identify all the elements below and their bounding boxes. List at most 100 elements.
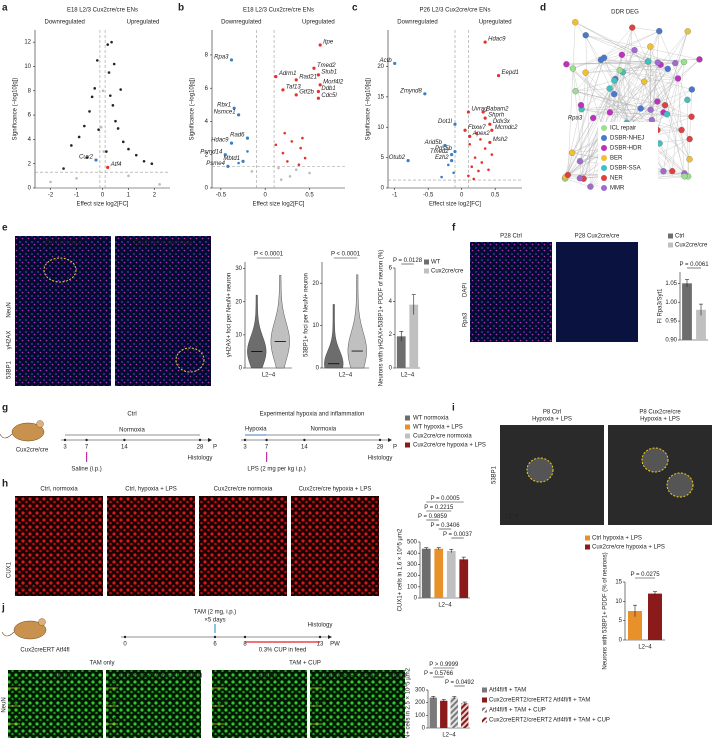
timeline-tick: [123, 635, 127, 639]
layer-label: L4: [109, 718, 116, 724]
network-node: [684, 28, 691, 35]
gene-point: [226, 164, 230, 168]
network-edge: [600, 59, 668, 69]
endpoint-label: Histology: [308, 623, 333, 629]
y-tick-label: 4: [205, 119, 209, 125]
layer-label: L4: [11, 718, 18, 724]
timeline-tick: [303, 438, 306, 442]
legend-label: Atf4fl/fl + TAM + CUP: [489, 708, 546, 714]
network-edge: [609, 105, 666, 113]
image-label: Cux2creERT2/creERT2 Atf4fl/fl: [120, 674, 202, 680]
point: [246, 150, 249, 153]
network-edge: [585, 35, 668, 69]
gene-point: [393, 61, 397, 66]
network-edge: [650, 109, 692, 117]
legend-label: Cux2cre/cre hypoxia + LPS: [413, 443, 486, 449]
legend-label: BER: [610, 156, 623, 162]
legend-swatch: [405, 424, 410, 430]
network-edge: [634, 50, 668, 115]
gene-label: Gtf2b: [299, 89, 314, 95]
network-node: [684, 96, 691, 103]
image: [199, 496, 287, 596]
point: [62, 167, 65, 170]
network-edge: [640, 68, 668, 109]
y-tick-label: 5: [619, 618, 623, 624]
gene-label: Hdac9: [211, 138, 229, 144]
treatment-label: TAM (2 mg, i.p.): [194, 610, 237, 616]
image: [107, 496, 195, 596]
gene-point: [481, 110, 485, 114]
gene-label: Atf4: [110, 162, 122, 168]
axis-title: CUX1+ cells in 1.6 × 10^5 µm2: [398, 528, 404, 611]
gene-point: [94, 158, 98, 162]
violin: [247, 294, 267, 369]
network-node: [686, 156, 693, 163]
mouse-tail: [1, 631, 15, 637]
image-label: P8 Cux2cre/cre: [639, 410, 681, 416]
gene-label: Uvrag: [471, 107, 488, 113]
gene-point: [229, 141, 234, 145]
y-tick-label: 15: [377, 94, 384, 100]
y-tick-label: 10: [312, 323, 319, 329]
y-tick-label: 400: [407, 551, 418, 557]
network-edge: [600, 31, 660, 61]
y-tick-label: 0: [389, 366, 393, 372]
point: [105, 150, 108, 153]
bar: [682, 283, 692, 340]
y-tick-label: 30: [235, 266, 242, 272]
point: [75, 176, 78, 180]
network-edge: [575, 88, 610, 92]
image-label: Cux2cre/cre normoxia: [214, 487, 273, 493]
gene-point: [483, 40, 487, 44]
arrowhead: [388, 438, 392, 442]
network-node: [576, 158, 584, 165]
gene-label: Apex2: [472, 131, 491, 137]
network-node: [582, 32, 589, 39]
network-edge: [675, 31, 688, 64]
network-node: [631, 46, 638, 54]
bar-hatch: [450, 697, 458, 728]
panel-letter: f: [452, 223, 456, 234]
gene-label: Rad21: [299, 74, 317, 80]
network-edge: [585, 35, 700, 60]
p-value: P = 0.9859: [418, 514, 448, 520]
legend-label: MMR: [610, 186, 625, 192]
gene-label: Eepd1: [502, 70, 519, 76]
y-tick-label: 2: [389, 332, 393, 338]
point: [70, 144, 73, 147]
layer-label: L2–4: [505, 514, 519, 520]
panel-letter: b: [178, 3, 184, 14]
legend-swatch: [424, 259, 429, 265]
network-edge: [604, 57, 679, 79]
legend-label: Atf4fl/fl + TAM: [489, 688, 526, 694]
network-edge: [575, 91, 651, 110]
network-node: [647, 43, 654, 50]
x-tick-label: 0: [264, 193, 268, 199]
nucleus-outline: [526, 457, 554, 483]
network-node: [669, 168, 676, 175]
point: [480, 161, 484, 164]
y-tick-label: 200: [407, 573, 418, 579]
gene-point: [274, 74, 278, 79]
gene-label: Fbxw7: [468, 125, 486, 131]
treatment-label: 0.3% CUP in feed: [259, 648, 307, 654]
x-tick-label: -0.5: [423, 193, 434, 199]
x-axis-title: Effect size log2[FC]: [77, 202, 129, 208]
timeline-tick: [265, 438, 268, 442]
y-tick-label: 5: [381, 155, 385, 161]
image-label: Cux2cre/cre hypoxia + LPS: [299, 487, 372, 493]
point: [97, 128, 100, 131]
gene-point: [232, 106, 236, 110]
legend-label: WT: [431, 260, 441, 266]
point: [102, 150, 106, 153]
gene-label: Shprh: [488, 113, 505, 119]
gene-point: [496, 73, 501, 78]
point: [279, 178, 283, 181]
group-label: Ctrl: [127, 412, 136, 418]
direction-label: Upregulated: [127, 20, 160, 26]
point: [108, 94, 112, 97]
timeline-label: 0: [123, 642, 127, 648]
network-edge: [583, 54, 623, 179]
point: [106, 43, 109, 46]
point: [290, 140, 294, 143]
